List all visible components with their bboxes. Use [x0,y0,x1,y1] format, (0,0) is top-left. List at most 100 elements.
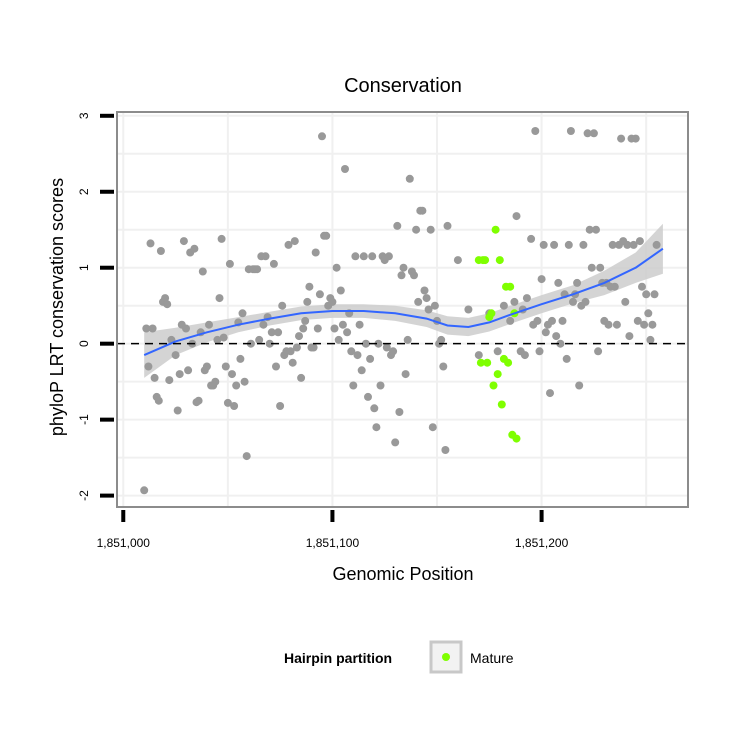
other-point [420,286,429,295]
other-point [399,263,408,272]
other-point [596,263,605,272]
other-point [579,240,588,249]
other-point [506,316,515,325]
other-point [652,240,661,249]
legend-key-box [429,640,463,674]
other-point [292,343,301,352]
other-point [213,335,222,344]
other-point [441,446,450,454]
other-point [617,134,626,143]
other-point [382,343,391,352]
other-point [255,335,264,344]
other-point [269,259,278,268]
other-point [182,324,190,333]
other-point [267,328,276,337]
other-point [583,129,592,138]
other-point [589,129,598,138]
mature-point [476,358,485,367]
other-point [474,351,483,360]
other-point [330,324,339,333]
other-point [202,362,211,371]
other-point [422,294,431,303]
other-point [225,259,234,268]
other-point [546,389,554,398]
plot-panel [116,111,689,508]
other-point [190,244,199,253]
other-point [405,174,414,183]
other-point [397,271,406,280]
x-tick-label: 1,851,100 [306,536,360,550]
x-tick-label: 1,851,200 [515,536,569,550]
other-point [531,127,540,135]
other-point [148,324,157,333]
other-point [261,252,270,261]
other-point [443,221,452,230]
other-point [215,294,224,303]
other-point [520,351,529,360]
x-axis: 1,851,000 1,851,100 1,851,200 [97,510,569,550]
mature-point [493,370,502,379]
other-point [253,265,262,274]
other-point [642,290,651,299]
other-point [205,320,213,329]
other-point [309,343,318,352]
other-point [284,240,293,249]
other-point [550,240,559,249]
mature-point [489,381,498,390]
mature-point [512,434,521,443]
other-point [217,234,226,243]
other-point [527,234,536,243]
other-point [349,381,358,390]
other-point [355,320,364,329]
other-point [631,134,640,143]
other-point [198,267,207,276]
other-point [493,347,502,356]
other-point [288,358,297,367]
other-point [594,347,603,356]
other-point [644,309,653,318]
other-point [341,165,349,173]
other-point [569,297,577,306]
other-point [612,320,621,329]
other-point [573,278,582,287]
mature-point [481,256,490,265]
other-point [305,282,314,291]
other-point [240,377,249,386]
other-point [608,240,617,249]
other-point [156,247,165,255]
other-point [426,225,435,234]
other-point [259,320,268,329]
mature-point [506,282,515,291]
other-point [219,333,228,342]
mature-point [504,358,513,367]
y-axis-title: phyloP LRT conservation scores [47,178,67,436]
other-point [343,328,352,337]
legend-label-mature: Mature [470,650,514,666]
other-point [581,297,590,306]
other-point [575,381,584,390]
other-point [393,221,402,230]
other-point [648,320,657,329]
other-point [638,282,646,291]
other-point [389,347,398,356]
other-point [278,301,287,310]
other-point [171,351,180,360]
other-point [410,271,418,280]
other-point [625,332,634,341]
other-point [318,132,326,141]
other-point [299,324,308,333]
other-point [357,366,366,375]
other-point [401,370,410,379]
other-point [418,206,427,215]
other-point [276,402,285,410]
other-point [548,316,556,325]
other-point [592,225,600,234]
other-point [364,392,372,401]
other-point [370,404,379,413]
other-point [535,347,544,356]
other-point [552,332,561,341]
other-point [351,252,360,261]
other-point [610,282,619,291]
other-point [221,362,230,371]
